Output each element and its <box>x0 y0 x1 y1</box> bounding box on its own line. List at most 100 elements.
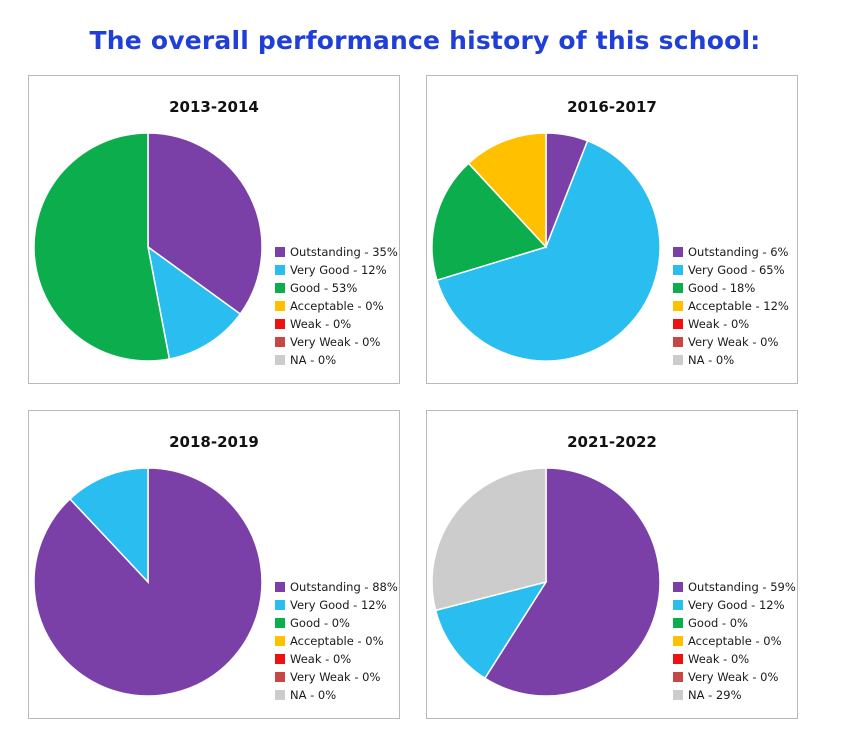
legend-swatch <box>275 301 285 311</box>
legend-swatch <box>673 355 683 365</box>
legend-item-outstanding: Outstanding - 88% <box>275 578 398 596</box>
legend-item-very-good: Very Good - 12% <box>673 596 796 614</box>
chart-title: 2013-2014 <box>169 98 259 116</box>
legend-label: Good - 0% <box>290 616 350 630</box>
legend-label: Outstanding - 59% <box>688 580 796 594</box>
chart-panel-2018-2019: 2018-2019 Outstanding - 88% Very Good - 12… <box>28 410 400 719</box>
legend-item-na: NA - 29% <box>673 686 796 704</box>
pie-slice-outstanding <box>147 132 263 316</box>
legend-label: Very Weak - 0% <box>290 335 381 349</box>
legend-item-weak: Weak - 0% <box>673 315 789 333</box>
legend-item-good: Good - 0% <box>275 614 398 632</box>
legend-label: Very Good - 12% <box>290 598 387 612</box>
legend-swatch <box>275 672 285 682</box>
legend-swatch <box>673 337 683 347</box>
legend-item-very-good: Very Good - 12% <box>275 261 398 279</box>
legend-label: Very Weak - 0% <box>688 335 779 349</box>
pie-slice-very-good <box>68 467 149 584</box>
page-title: The overall performance history of this … <box>89 26 761 55</box>
legend-label: Very Good - 65% <box>688 263 785 277</box>
legend: Outstanding - 59% Very Good - 12% Good - 0… <box>673 578 796 704</box>
legend-label: Weak - 0% <box>688 652 750 666</box>
legend-item-acceptable: Acceptable - 0% <box>275 297 398 315</box>
legend-label: Very Weak - 0% <box>290 670 381 684</box>
legend-swatch <box>673 247 683 257</box>
legend-item-acceptable: Acceptable - 12% <box>673 297 789 315</box>
legend-swatch <box>673 690 683 700</box>
pie-slice-na <box>431 467 547 612</box>
legend-label: Very Good - 12% <box>290 263 387 277</box>
legend-item-outstanding: Outstanding - 59% <box>673 578 796 596</box>
legend-item-good: Good - 0% <box>673 614 796 632</box>
legend-item-good: Good - 53% <box>275 279 398 297</box>
pie-slice-good <box>33 132 171 362</box>
legend-swatch <box>673 600 683 610</box>
legend-item-very-good: Very Good - 12% <box>275 596 398 614</box>
legend-swatch <box>673 618 683 628</box>
legend-swatch <box>673 265 683 275</box>
legend-swatch <box>275 283 285 293</box>
legend-swatch <box>673 636 683 646</box>
legend-swatch <box>673 301 683 311</box>
legend-label: Outstanding - 88% <box>290 580 398 594</box>
pie-slice-outstanding <box>483 467 661 697</box>
legend-swatch <box>673 654 683 664</box>
legend-swatch <box>275 265 285 275</box>
legend-item-weak: Weak - 0% <box>275 315 398 333</box>
legend-label: Very Weak - 0% <box>688 670 779 684</box>
legend-item-very-weak: Very Weak - 0% <box>673 668 796 686</box>
pie-slice-very-good <box>434 580 548 680</box>
chart-title: 2021-2022 <box>567 433 657 451</box>
legend-swatch <box>275 636 285 646</box>
legend-item-very-weak: Very Weak - 0% <box>275 333 398 351</box>
legend-label: NA - 0% <box>688 353 735 367</box>
legend-label: Good - 53% <box>290 281 358 295</box>
legend-item-very-weak: Very Weak - 0% <box>673 333 789 351</box>
legend-item-acceptable: Acceptable - 0% <box>673 632 796 650</box>
legend-label: Weak - 0% <box>290 652 352 666</box>
pie-slice-acceptable <box>467 132 547 249</box>
legend-swatch <box>275 600 285 610</box>
legend-swatch <box>673 283 683 293</box>
legend-label: NA - 0% <box>290 353 337 367</box>
legend-label: Good - 18% <box>688 281 756 295</box>
legend-swatch <box>275 247 285 257</box>
chart-panel-2021-2022: 2021-2022 Outstanding - 59% Very Good - 12… <box>426 410 798 719</box>
pie-chart <box>431 467 661 697</box>
chart-title: 2018-2019 <box>169 433 259 451</box>
pie-chart <box>33 132 263 362</box>
legend-swatch <box>275 690 285 700</box>
legend-label: Weak - 0% <box>688 317 750 331</box>
legend: Outstanding - 35% Very Good - 12% Good - 5… <box>275 243 398 369</box>
legend-swatch <box>275 582 285 592</box>
legend-item-outstanding: Outstanding - 35% <box>275 243 398 261</box>
legend-item-na: NA - 0% <box>275 686 398 704</box>
legend-label: Acceptable - 12% <box>688 299 789 313</box>
legend-label: NA - 29% <box>688 688 742 702</box>
legend-item-outstanding: Outstanding - 6% <box>673 243 789 261</box>
legend-item-very-good: Very Good - 65% <box>673 261 789 279</box>
legend-item-na: NA - 0% <box>275 351 398 369</box>
pie-slice-very-good <box>146 245 242 360</box>
chart-title: 2016-2017 <box>567 98 657 116</box>
legend: Outstanding - 6% Very Good - 65% Good - 18… <box>673 243 789 369</box>
legend-label: Acceptable - 0% <box>688 634 782 648</box>
legend-item-na: NA - 0% <box>673 351 789 369</box>
legend: Outstanding - 88% Very Good - 12% Good - 0… <box>275 578 398 704</box>
legend-swatch <box>275 337 285 347</box>
chart-panel-2013-2014: 2013-2014 Outstanding - 35% Very Good - 12… <box>28 75 400 384</box>
pie-slice-very-good <box>436 139 661 362</box>
legend-item-weak: Weak - 0% <box>275 650 398 668</box>
legend-label: Acceptable - 0% <box>290 299 384 313</box>
legend-label: Very Good - 12% <box>688 598 785 612</box>
legend-swatch <box>275 355 285 365</box>
legend-label: Outstanding - 6% <box>688 245 789 259</box>
legend-item-acceptable: Acceptable - 0% <box>275 632 398 650</box>
legend-swatch <box>275 618 285 628</box>
legend-label: Outstanding - 35% <box>290 245 398 259</box>
legend-swatch <box>673 582 683 592</box>
pie-slice-good <box>431 162 548 282</box>
legend-label: Good - 0% <box>688 616 748 630</box>
legend-item-weak: Weak - 0% <box>673 650 796 668</box>
chart-panel-2016-2017: 2016-2017 Outstanding - 6% Very Good - 65%… <box>426 75 798 384</box>
